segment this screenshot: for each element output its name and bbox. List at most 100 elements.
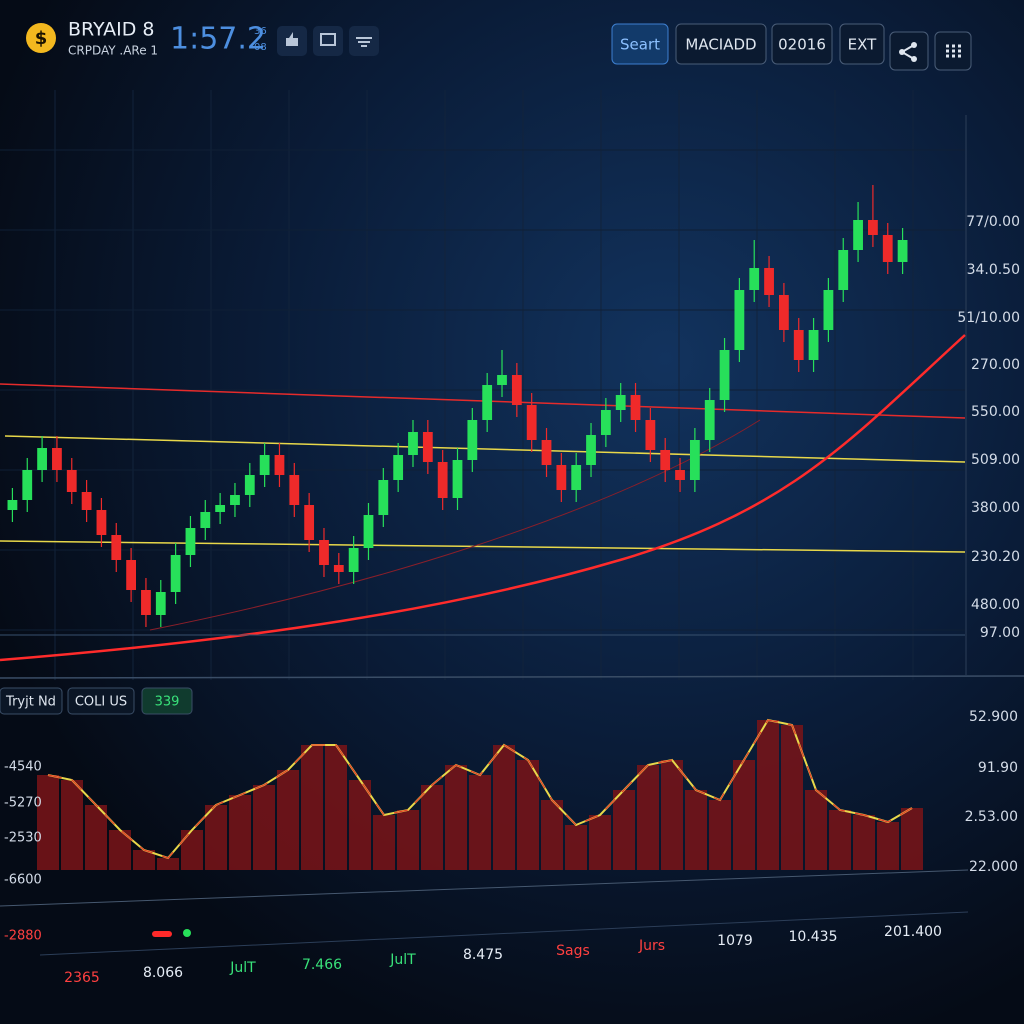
candle-body xyxy=(126,560,137,590)
indicator-bar xyxy=(805,790,827,870)
button-frame xyxy=(611,23,669,65)
indicator-bar xyxy=(733,760,755,870)
button-frame xyxy=(675,23,767,65)
x-tick-label: JulT xyxy=(229,960,256,976)
price-label: 380.00 xyxy=(971,500,1020,516)
x-tick-label: 1079 xyxy=(717,933,753,949)
moving-average xyxy=(0,334,966,662)
x-tick-label: 10.435 xyxy=(789,929,838,945)
candle-body xyxy=(111,535,122,560)
indicator-bar xyxy=(253,785,275,870)
price-label: 97.00 xyxy=(980,625,1020,641)
icon-button[interactable] xyxy=(313,26,343,56)
candle-body xyxy=(541,440,552,465)
indicator-bar xyxy=(901,808,923,870)
candle-body xyxy=(333,565,344,572)
candle-body xyxy=(378,480,389,515)
clock-top: 36 xyxy=(254,26,267,37)
grid xyxy=(0,90,965,680)
candles: 77/0.00 34.0.50 51/10.00 270.00 550.00 509.00… xyxy=(7,185,1020,641)
indicator-bar xyxy=(421,785,443,870)
indicator-bar xyxy=(517,760,539,870)
indicator-bar xyxy=(853,815,875,870)
indicator-bar xyxy=(277,770,299,870)
candle-body xyxy=(393,455,404,480)
indicator-right-label: 2.53.00 xyxy=(965,809,1018,825)
marker xyxy=(183,929,191,937)
candle-body xyxy=(897,240,908,262)
x-tick-label: 2365 xyxy=(64,970,100,986)
candle-body xyxy=(853,220,863,250)
candle-body xyxy=(808,330,819,360)
x-tick-label: 8.066 xyxy=(143,965,183,981)
candle-body xyxy=(408,432,418,455)
indicator-bar xyxy=(85,805,107,870)
indicator-tab[interactable]: COLI US xyxy=(67,687,135,715)
candle-body xyxy=(675,470,685,480)
candle-body xyxy=(586,435,596,465)
candle-body xyxy=(289,475,300,505)
axis-line xyxy=(0,869,969,907)
candle-body xyxy=(497,375,507,385)
candle-body xyxy=(452,460,463,498)
candle-body xyxy=(778,295,789,330)
tab-label: Tryjt Nd xyxy=(5,695,56,710)
indicator-bar xyxy=(685,790,707,870)
candle-body xyxy=(37,448,47,470)
indicator-left-label: -2530 xyxy=(4,831,42,846)
indicator-panel: Tryjt Nd COLI US 339 -4540 -5270 -2530 -6600 -2… xyxy=(0,687,1018,986)
tab-frame xyxy=(0,687,63,715)
clock: 1:57.2 xyxy=(170,22,266,57)
indicator-bar xyxy=(445,765,467,870)
indicator-tab[interactable]: 339 xyxy=(141,687,193,715)
toolbar-button[interactable]: Seart xyxy=(611,23,669,65)
candle-body xyxy=(615,395,626,410)
candle-body xyxy=(141,590,151,615)
indicator-bar xyxy=(829,810,851,870)
icon-button[interactable] xyxy=(277,26,307,56)
marker xyxy=(152,931,172,937)
x-tick-label: 7.466 xyxy=(302,957,342,973)
toolbar-button[interactable]: EXT xyxy=(839,23,885,65)
indicator-bar xyxy=(109,830,131,870)
candle-body xyxy=(660,450,671,470)
toolbar-button[interactable]: 02016 xyxy=(771,23,833,65)
candle-body xyxy=(170,555,181,592)
price-label: 77/0.00 xyxy=(966,214,1020,230)
indicator-bar xyxy=(301,745,323,870)
candle-body xyxy=(689,440,700,480)
candle-body xyxy=(274,455,285,475)
indicator-bar xyxy=(157,858,179,870)
candle-body xyxy=(215,505,226,512)
indicator-bar xyxy=(37,775,59,870)
candle-body xyxy=(155,592,166,615)
candle-body xyxy=(319,540,329,565)
price-label: 51/10.00 xyxy=(957,310,1020,326)
x-tick-label: Jurs xyxy=(638,938,665,954)
moving-average-faint xyxy=(149,419,761,631)
price-label: 550.00 xyxy=(971,404,1020,420)
candle-body xyxy=(764,268,774,295)
candle-body xyxy=(304,505,315,540)
trend-line xyxy=(0,540,966,553)
menu-button[interactable] xyxy=(934,31,972,71)
button-label: MACIADD xyxy=(685,36,756,54)
button-label: EXT xyxy=(848,36,877,54)
toolbar: Seart MACIADD 02016 EXT xyxy=(611,23,885,65)
price-label: 509.00 xyxy=(971,452,1020,468)
indicator-tab[interactable]: Tryjt Nd xyxy=(0,687,63,715)
indicator-bar xyxy=(589,815,611,870)
candle-body xyxy=(630,395,641,420)
share-button[interactable] xyxy=(889,31,929,71)
candle-body xyxy=(645,420,656,450)
candle-body xyxy=(437,462,448,498)
icon-button[interactable] xyxy=(349,26,379,56)
toolbar-button[interactable]: MACIADD xyxy=(675,23,767,65)
price-label: 270.00 xyxy=(971,357,1020,373)
indicator-bar xyxy=(397,810,419,870)
indicator-bar xyxy=(229,795,251,870)
tab-frame xyxy=(67,687,135,715)
